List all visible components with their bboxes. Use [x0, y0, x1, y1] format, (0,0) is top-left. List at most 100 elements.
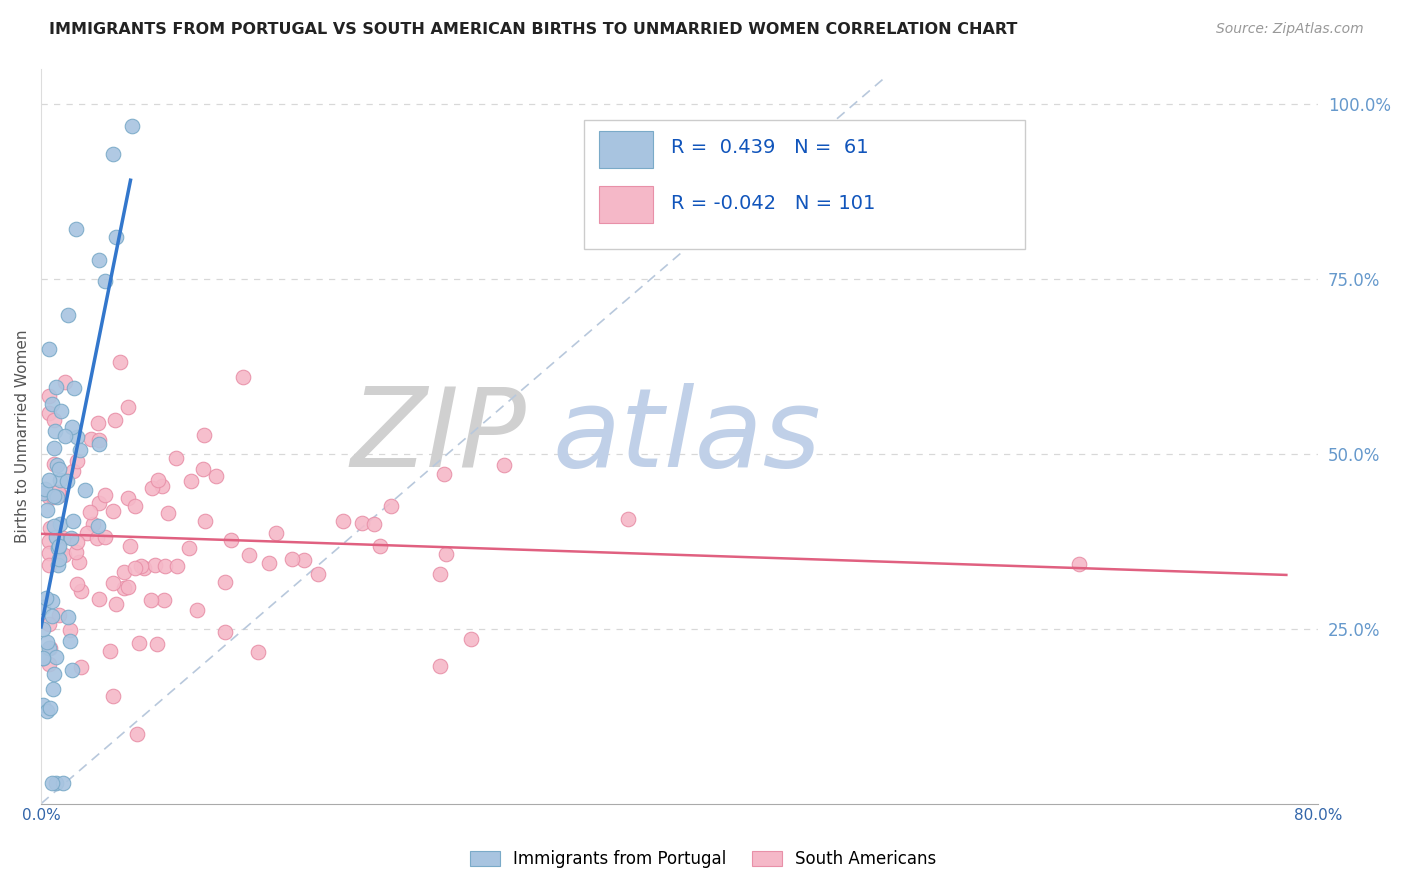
Point [48, 488, 70, 502]
Point [117, 491, 139, 505]
Point [103, 689, 125, 703]
Point [31, 485, 53, 500]
Point [62, 464, 84, 478]
Point [48, 607, 70, 622]
Point [39, 521, 62, 535]
Point [31, 698, 53, 712]
Point [52, 531, 75, 545]
Point [191, 462, 214, 476]
Point [38, 546, 60, 560]
Point [177, 541, 200, 556]
Text: Source: ZipAtlas.com: Source: ZipAtlas.com [1216, 22, 1364, 37]
FancyBboxPatch shape [583, 120, 1025, 249]
Point [44, 413, 66, 427]
Point [41, 775, 63, 789]
Point [38, 342, 60, 356]
Point [146, 637, 169, 651]
Point [238, 548, 260, 562]
Point [429, 566, 451, 581]
Point [46, 485, 69, 500]
Point [616, 512, 638, 526]
Point [280, 551, 302, 566]
Point [38, 473, 60, 487]
Point [41, 397, 63, 411]
Point [46, 541, 69, 556]
Point [87, 252, 110, 267]
Legend: Immigrants from Portugal, South Americans: Immigrants from Portugal, South American… [463, 844, 943, 875]
Point [35, 591, 58, 606]
Point [58, 610, 80, 624]
Point [35, 635, 58, 649]
Point [194, 514, 217, 528]
Point [52, 549, 75, 563]
Point [45, 649, 67, 664]
Point [180, 474, 202, 488]
Text: R =  0.439   N =  61: R = 0.439 N = 61 [671, 138, 869, 157]
Point [32, 650, 55, 665]
Point [112, 566, 135, 580]
Point [39, 641, 62, 656]
Point [429, 658, 451, 673]
Point [87, 592, 110, 607]
Point [259, 556, 281, 570]
Point [363, 516, 385, 531]
Point [148, 473, 170, 487]
Point [292, 553, 315, 567]
Point [101, 503, 124, 517]
Point [38, 534, 60, 549]
Point [307, 567, 329, 582]
Point [494, 458, 516, 472]
Point [66, 535, 89, 549]
Point [132, 560, 155, 574]
Point [104, 413, 127, 427]
Point [31, 622, 53, 636]
Point [80, 432, 103, 446]
Point [117, 580, 139, 594]
Point [368, 539, 391, 553]
Text: R = -0.042   N = 101: R = -0.042 N = 101 [671, 194, 875, 212]
Point [65, 545, 87, 559]
Point [101, 576, 124, 591]
Point [41, 594, 63, 608]
Point [66, 454, 89, 468]
Point [51, 404, 73, 418]
Point [94, 488, 117, 502]
Point [73, 483, 96, 497]
Point [52, 775, 75, 789]
Point [42, 441, 65, 455]
Point [44, 667, 66, 681]
Text: ZIP: ZIP [350, 383, 526, 490]
Point [1067, 558, 1090, 572]
Point [76, 526, 98, 541]
Point [38, 617, 60, 632]
Point [38, 490, 60, 504]
Point [46, 558, 69, 572]
Point [129, 558, 152, 573]
Point [153, 592, 176, 607]
Point [108, 355, 131, 369]
Point [350, 516, 373, 530]
Text: IMMIGRANTS FROM PORTUGAL VS SOUTH AMERICAN BIRTHS TO UNMARRIED WOMEN CORRELATION: IMMIGRANTS FROM PORTUGAL VS SOUTH AMERIC… [49, 22, 1018, 37]
Point [38, 657, 60, 672]
Point [165, 450, 187, 465]
Point [66, 429, 89, 443]
Point [87, 416, 110, 430]
Point [87, 437, 110, 451]
Point [59, 623, 82, 637]
Point [380, 499, 402, 513]
Point [44, 424, 66, 438]
Point [59, 532, 82, 546]
Point [38, 406, 60, 420]
Point [94, 274, 117, 288]
Point [45, 491, 67, 505]
Point [205, 469, 228, 483]
Point [49, 473, 72, 487]
Point [112, 581, 135, 595]
Point [53, 429, 76, 443]
Point [166, 559, 188, 574]
Point [117, 400, 139, 414]
Point [460, 632, 482, 646]
Point [193, 427, 215, 442]
Point [66, 577, 89, 591]
Point [86, 531, 108, 545]
